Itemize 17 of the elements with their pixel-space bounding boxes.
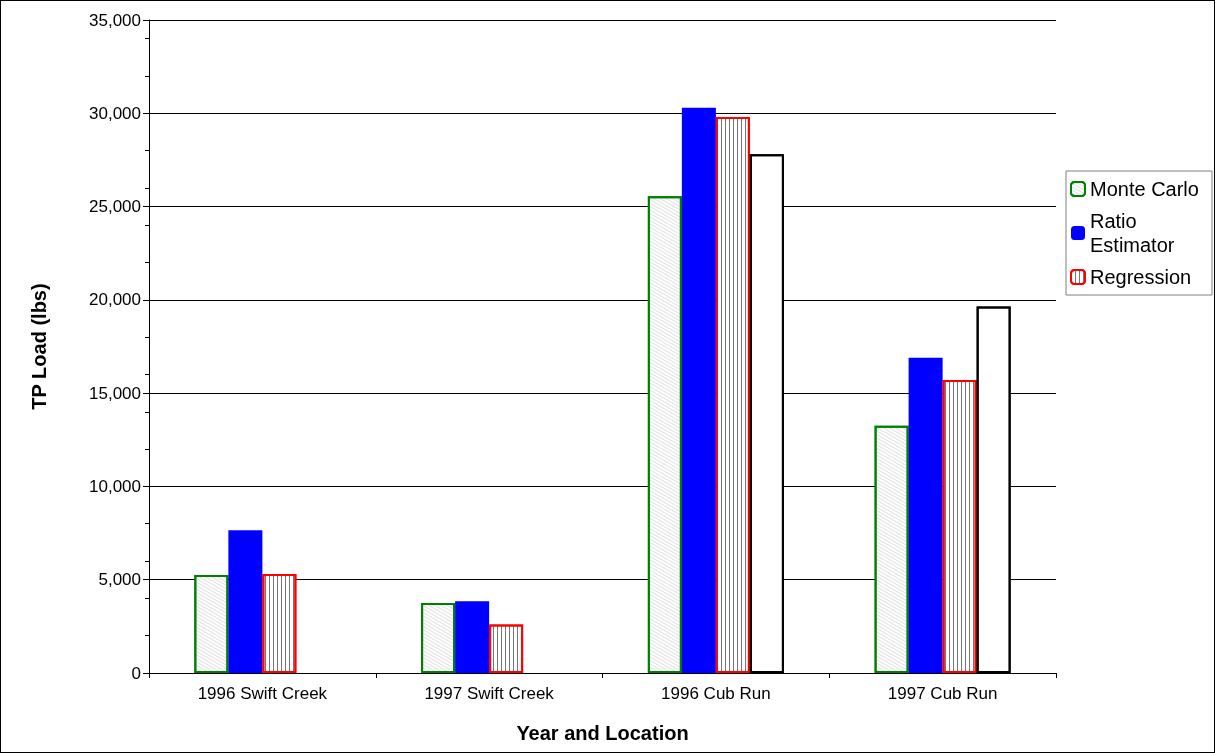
legend-label: Regression xyxy=(1090,266,1192,288)
x-axis-title: Year and Location xyxy=(516,722,689,744)
x-tick-label: 1996 Swift Creek xyxy=(197,684,328,703)
x-tick-label: 1996 Cub Run xyxy=(661,684,771,703)
y-tick-label: 30,000 xyxy=(89,103,141,123)
x-tick-label: 1997 Swift Creek xyxy=(424,684,555,703)
y-tick-label: 5,000 xyxy=(98,570,141,590)
y-axis-title: TP Load (lbs) xyxy=(28,283,50,410)
y-tick-label: 15,000 xyxy=(89,383,141,403)
y-tick-label: 0 xyxy=(131,663,141,683)
y-tick-label: 35,000 xyxy=(89,10,141,30)
y-tick-label: 20,000 xyxy=(89,290,141,310)
y-tick-label: 10,000 xyxy=(89,476,141,496)
x-tick-label: 1997 Cub Run xyxy=(887,684,998,703)
y-tick-label: 25,000 xyxy=(89,197,141,217)
legend-label: Monte Carlo xyxy=(1090,178,1199,200)
legend-label: Ratio Estimator xyxy=(1090,210,1175,256)
